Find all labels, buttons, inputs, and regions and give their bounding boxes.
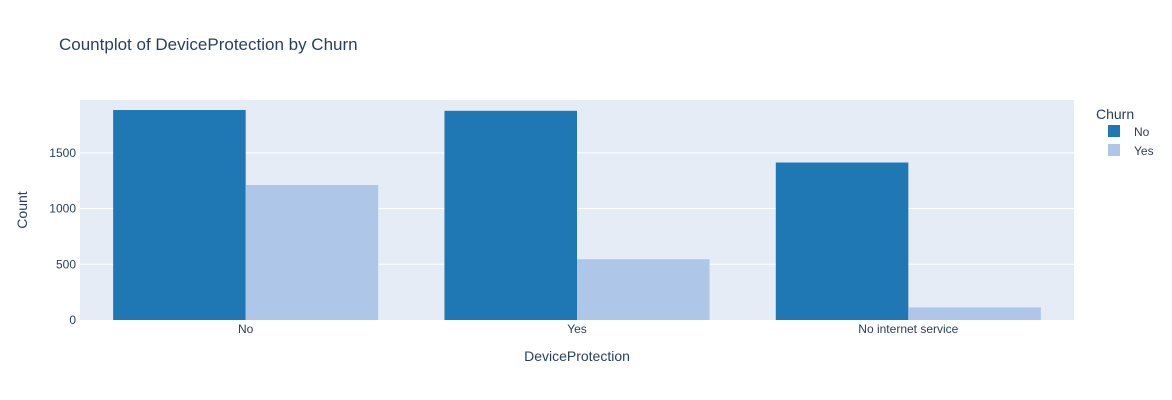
x-tick-label: Yes: [567, 322, 587, 336]
bar[interactable]: [775, 162, 909, 320]
y-tick-label: 1500: [49, 146, 76, 160]
chart-title: Countplot of DeviceProtection by Churn: [59, 35, 358, 54]
y-tick-label: 0: [69, 313, 76, 327]
bar[interactable]: [113, 110, 246, 320]
bar[interactable]: [245, 185, 379, 320]
legend[interactable]: Churn No Yes: [1096, 106, 1154, 158]
x-tick-labels: No Yes No internet service: [238, 322, 959, 336]
x-tick-label: No internet service: [858, 322, 958, 336]
x-tick-label: No: [238, 322, 254, 336]
legend-swatch[interactable]: [1108, 144, 1120, 156]
legend-title: Churn: [1096, 106, 1134, 122]
y-tick-label: 1000: [49, 202, 76, 216]
bar[interactable]: [908, 307, 1041, 320]
bar[interactable]: [577, 259, 710, 320]
bars: [113, 110, 1041, 320]
legend-label[interactable]: No: [1134, 125, 1150, 139]
bar[interactable]: [444, 110, 577, 320]
y-tick-labels: 0 500 1000 1500: [49, 146, 76, 327]
legend-swatch[interactable]: [1108, 125, 1120, 137]
y-tick-label: 500: [56, 257, 76, 271]
y-axis-title: Count: [14, 191, 30, 228]
x-axis-title: DeviceProtection: [524, 348, 630, 364]
legend-label[interactable]: Yes: [1134, 144, 1154, 158]
